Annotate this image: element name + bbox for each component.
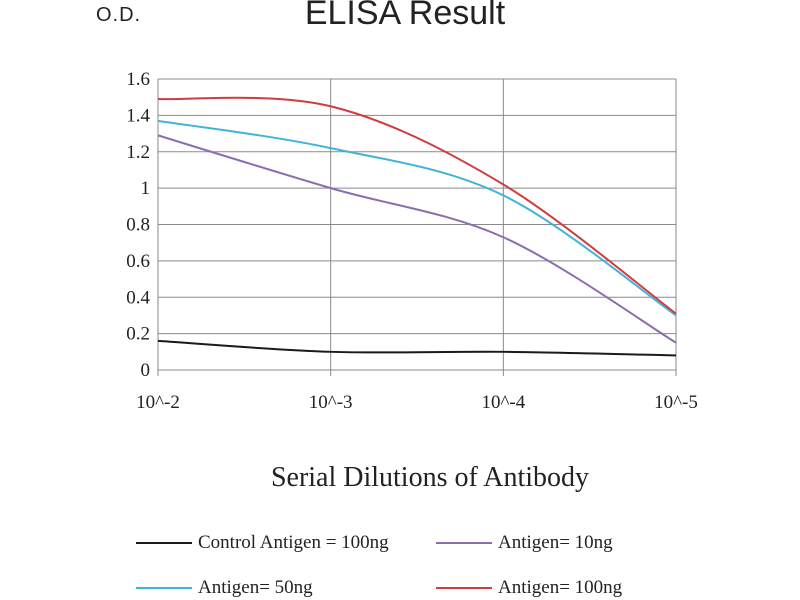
y-axis-label: O.D.: [96, 4, 142, 26]
x-tick-label: 10^-5: [654, 392, 698, 413]
y-tick-label: 0: [141, 360, 151, 381]
series-line-0: [157, 339, 677, 357]
y-tick-label: 1.6: [126, 69, 150, 90]
y-tick-label: 1.4: [126, 105, 150, 126]
x-tick-label: 10^-2: [136, 392, 180, 413]
series-line-3: [157, 96, 677, 315]
y-tick-label: 1.2: [126, 142, 150, 163]
y-tick-label: 0.4: [126, 287, 150, 308]
y-tick-label: 1: [141, 178, 151, 199]
series-line-1: [157, 134, 677, 344]
x-axis-label: Serial Dilutions of Antibody: [270, 462, 590, 493]
x-tick-label: 10^-4: [481, 392, 525, 413]
y-tick-label: 0.2: [126, 324, 150, 345]
x-tick-label: 10^-3: [309, 392, 353, 413]
chart-title: ELISA Result: [304, 0, 506, 32]
series-line-2: [157, 119, 677, 317]
y-tick-label: 0.8: [126, 215, 150, 236]
y-tick-label: 0.6: [126, 251, 150, 272]
